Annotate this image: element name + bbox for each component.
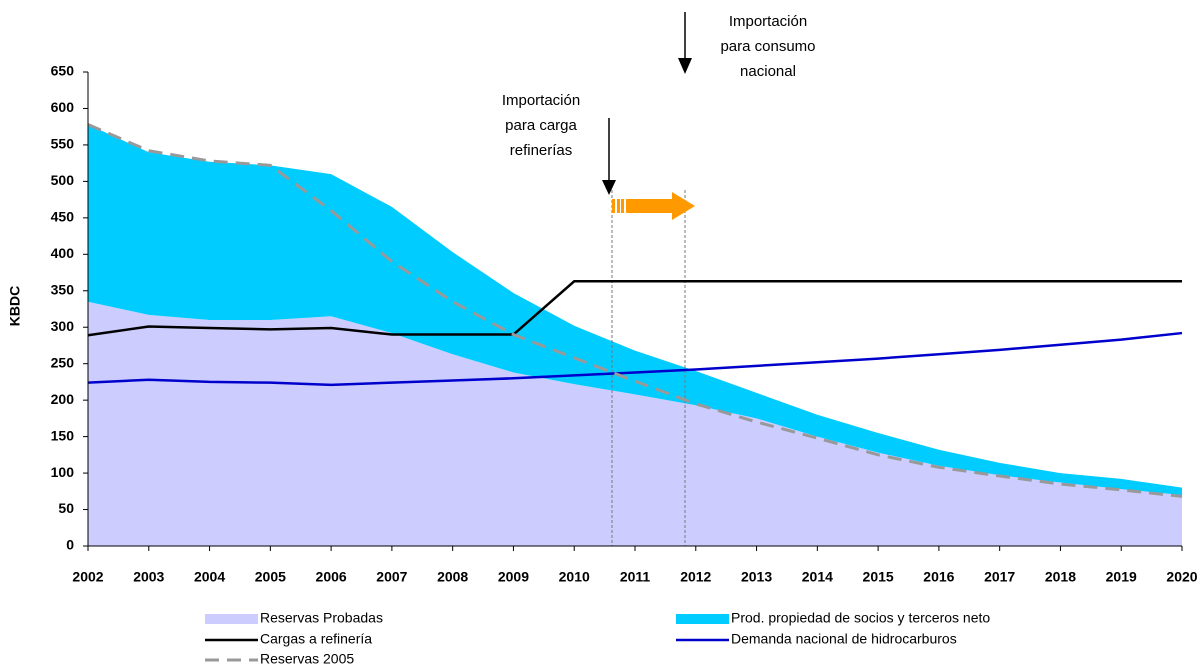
y-tick-label: 350 [51,281,75,297]
y-tick-label: 550 [51,136,75,152]
y-tick-label: 0 [66,537,74,553]
legend-label: Reservas 2005 [260,651,354,667]
x-tick-label: 2006 [316,569,347,585]
x-tick-label: 2015 [863,569,894,585]
y-tick-label: 100 [51,464,75,480]
x-tick-label: 2003 [133,569,164,585]
y-tick-label: 150 [51,427,75,443]
annotation: Importación [729,13,807,30]
x-tick-label: 2005 [255,569,286,585]
y-tick-label: 300 [51,318,75,334]
y-axis-label: KBDC [7,286,23,326]
x-tick-label: 2014 [802,569,833,585]
y-tick-label: 200 [51,391,75,407]
y-tick-label: 400 [51,245,75,261]
y-tick-label: 500 [51,172,75,188]
x-tick-label: 2016 [923,569,954,585]
line [87,123,1183,498]
x-tick-label: 2011 [620,569,651,585]
x-tick-label: 2009 [498,569,529,585]
legend-label: Reservas Probadas [260,610,383,626]
area [88,301,1182,546]
legend-swatch [676,614,729,624]
x-tick-label: 2004 [194,569,225,585]
line [87,280,1182,337]
x-tick-label: 2020 [1166,569,1197,585]
y-tick-label: 600 [51,99,75,115]
annotation: refinerías [510,142,573,159]
x-tick-label: 2019 [1106,569,1137,585]
orange-arrow [612,199,615,213]
orange-arrow [626,192,695,220]
annotation: para consumo [720,38,815,55]
x-tick-label: 2013 [741,569,772,585]
orange-arrow [617,199,620,213]
x-tick-label: 2007 [376,569,407,585]
line [87,331,1183,387]
legend-swatch [205,614,258,624]
arrow-head [602,180,616,195]
x-tick-label: 2010 [559,569,590,585]
y-tick-label: 650 [51,63,75,79]
area [88,124,1182,495]
legend-label: Prod. propiedad de socios y terceros net… [731,610,990,626]
legend-label: Cargas a refinería [260,631,372,647]
arrow-head [678,58,692,74]
x-tick-label: 2002 [72,569,103,585]
annotation-shapes [602,12,695,546]
annotation: Importación [502,92,580,109]
x-tick-label: 2008 [437,569,468,585]
orange-arrow [621,199,624,213]
annotation: nacional [740,63,796,80]
annotation: para carga [505,117,577,134]
x-tick-label: 2012 [680,569,711,585]
y-tick-label: 250 [51,354,75,370]
x-tick-label: 2017 [984,569,1015,585]
y-tick-label: 450 [51,209,75,225]
x-tick-label: 2018 [1045,569,1076,585]
legend-label: Demanda nacional de hidrocarburos [731,631,957,647]
y-tick-label: 50 [58,500,74,516]
